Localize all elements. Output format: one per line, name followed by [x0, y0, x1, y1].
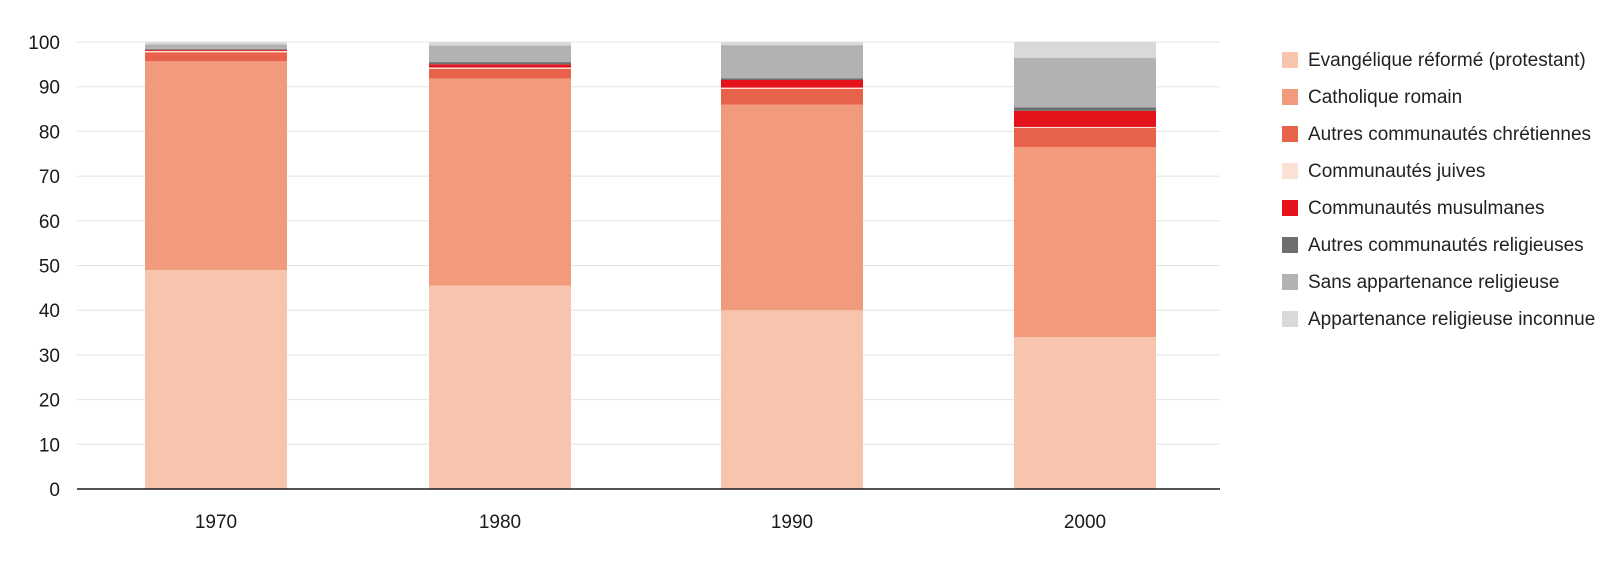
bar-segment — [429, 67, 571, 69]
legend-label: Catholique romain — [1308, 87, 1463, 108]
bar-segment — [429, 285, 571, 489]
legend-label: Appartenance religieuse inconnue — [1308, 309, 1596, 330]
legend-label: Communautés juives — [1308, 161, 1486, 182]
legend-label: Autres communautés religieuses — [1308, 235, 1584, 256]
legend-item: Communautés musulmanes — [1282, 194, 1600, 223]
bar-segment — [145, 50, 287, 53]
legend-swatch — [1282, 311, 1298, 327]
legend-item: Autres communautés chrétiennes — [1282, 120, 1600, 149]
legend-item: Communautés juives — [1282, 157, 1600, 186]
legend-swatch — [1282, 274, 1298, 290]
y-axis-ticks: 0 10 20 30 40 50 60 70 80 90 100 — [28, 33, 60, 501]
x-tick-label: 1980 — [479, 512, 521, 533]
bar-segment — [145, 52, 287, 62]
bar-segment — [145, 49, 287, 51]
legend-item: Sans appartenance religieuse — [1282, 268, 1600, 297]
y-tick-label: 10 — [39, 435, 60, 456]
bar-segment — [145, 44, 287, 50]
bar-segment — [1014, 126, 1156, 128]
legend-swatch — [1282, 52, 1298, 68]
bar-segment — [721, 310, 863, 489]
legend-item: Autres communautés religieuses — [1282, 231, 1600, 260]
bar-segment — [145, 50, 287, 51]
bar-segment — [429, 64, 571, 68]
legend-label: Autres communautés chrétiennes — [1308, 124, 1592, 145]
legend-swatch — [1282, 200, 1298, 216]
bar-segment — [1014, 57, 1156, 108]
legend-swatch — [1282, 237, 1298, 253]
legend-swatch — [1282, 126, 1298, 142]
x-tick-label: 2000 — [1064, 512, 1106, 533]
bar-segment — [721, 104, 863, 311]
legend-label: Communautés musulmanes — [1308, 198, 1545, 219]
bar-segment — [145, 61, 287, 270]
legend-swatch — [1282, 89, 1298, 105]
x-axis-ticks: 1970 1980 1990 2000 — [195, 512, 1106, 533]
y-tick-label: 70 — [39, 167, 60, 188]
bar-segment — [429, 45, 571, 63]
y-tick-label: 40 — [39, 301, 60, 322]
x-tick-label: 1990 — [771, 512, 813, 533]
bar-segment — [145, 269, 287, 489]
y-tick-label: 0 — [49, 480, 60, 501]
bar-segment — [1014, 110, 1156, 127]
bar-segment — [429, 78, 571, 286]
y-tick-label: 20 — [39, 391, 60, 412]
y-tick-label: 30 — [39, 346, 60, 367]
bars — [145, 42, 1156, 489]
bar-segment — [1014, 147, 1156, 338]
legend-item: Evangélique réformé (protestant) — [1282, 46, 1600, 75]
bar-segment — [1014, 127, 1156, 148]
legend-label: Evangélique réformé (protestant) — [1308, 50, 1586, 71]
y-tick-label: 100 — [28, 33, 60, 54]
bar-segment — [1014, 42, 1156, 58]
bar-segment — [1014, 107, 1156, 111]
y-tick-label: 80 — [39, 122, 60, 143]
bar-segment — [1014, 337, 1156, 489]
bar-segment — [721, 88, 863, 105]
legend: Evangélique réformé (protestant) Catholi… — [1282, 46, 1600, 342]
bar-segment — [721, 42, 863, 46]
legend-item: Catholique romain — [1282, 83, 1600, 112]
y-tick-label: 60 — [39, 212, 60, 233]
legend-label: Sans appartenance religieuse — [1308, 272, 1560, 293]
bar-segment — [429, 68, 571, 79]
y-tick-label: 90 — [39, 78, 60, 99]
bar-segment — [429, 62, 571, 65]
bar-segment — [145, 42, 287, 45]
bar-segment — [721, 45, 863, 79]
bar-segment — [721, 87, 863, 89]
legend-item: Appartenance religieuse inconnue — [1282, 305, 1600, 334]
bar-segment — [721, 78, 863, 80]
x-tick-label: 1970 — [195, 512, 237, 533]
legend-swatch — [1282, 163, 1298, 179]
y-tick-label: 50 — [39, 257, 60, 278]
bar-segment — [429, 42, 571, 46]
bar-segment — [721, 79, 863, 88]
